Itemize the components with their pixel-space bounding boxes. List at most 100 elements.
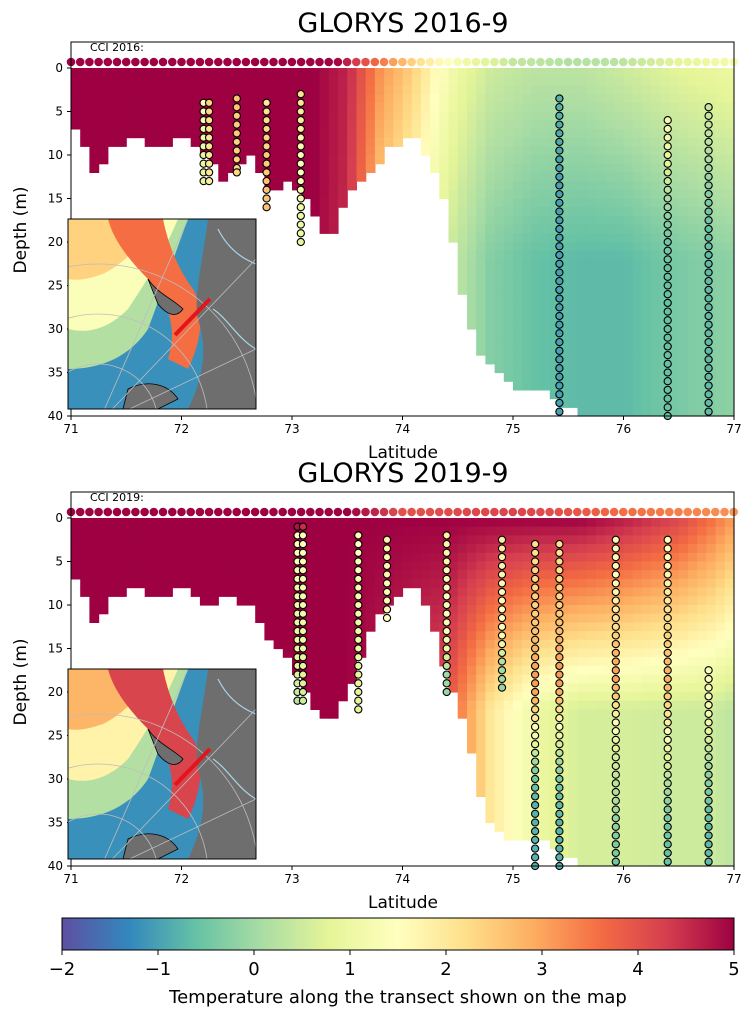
section-cell: [273, 526, 284, 536]
profile-point: [704, 207, 713, 216]
section-cell: [513, 770, 523, 780]
section-cell: [724, 181, 735, 191]
section-cell: [273, 544, 284, 554]
section-cell: [568, 320, 578, 330]
section-cell: [724, 857, 735, 867]
section-cell: [595, 398, 606, 408]
section-cell: [503, 224, 514, 234]
section-cell: [641, 535, 652, 545]
section-cell: [632, 665, 643, 676]
section-cell: [457, 639, 468, 650]
section-cell: [678, 215, 689, 226]
section-cell: [513, 163, 523, 173]
section-cell: [549, 268, 560, 278]
section-cell: [641, 570, 652, 580]
section-cell: [614, 215, 625, 226]
section-cell: [586, 787, 597, 797]
section-cell: [595, 544, 606, 554]
section-cell: [660, 381, 671, 391]
section-cell: [476, 128, 486, 139]
section-cell: [697, 207, 707, 217]
section-cell: [697, 398, 707, 408]
section-cell: [724, 552, 735, 563]
section-cell: [678, 198, 689, 208]
y-tick-label: 30: [48, 772, 63, 786]
section-cell: [614, 146, 625, 156]
section-cell: [457, 233, 468, 243]
section-cell: [494, 215, 505, 226]
section-cell: [595, 224, 606, 234]
section-cell: [697, 570, 707, 580]
section-cell: [623, 622, 634, 632]
profile-point: [555, 329, 564, 338]
profile-point: [555, 539, 564, 549]
section-cell: [467, 700, 477, 710]
section-cell: [605, 822, 615, 832]
section-cell: [402, 526, 413, 536]
profile-point: [530, 609, 540, 618]
section-cell: [292, 111, 302, 121]
section-cell: [319, 181, 330, 191]
section-cell: [117, 111, 127, 121]
section-cell: [402, 85, 413, 95]
section-cell: [724, 848, 735, 858]
section-cell: [467, 648, 477, 658]
section-cell: [549, 389, 560, 400]
section-cell: [651, 68, 661, 78]
section-cell: [328, 674, 339, 684]
section-cell: [467, 302, 477, 313]
profile-point: [262, 176, 271, 186]
section-cell: [577, 718, 588, 728]
section-cell: [623, 787, 634, 797]
section-cell: [503, 242, 514, 252]
section-cell: [393, 552, 404, 563]
section-cell: [338, 120, 348, 130]
profile-point: [262, 142, 271, 151]
section-cell: [688, 648, 698, 658]
section-cell: [503, 779, 514, 789]
section-cell: [172, 578, 183, 589]
section-cell: [605, 372, 615, 382]
section-cell: [623, 207, 634, 217]
section-cell: [669, 329, 680, 339]
section-cell: [236, 587, 247, 597]
section-cell: [430, 163, 440, 173]
section-cell: [503, 561, 514, 571]
section-cell: [420, 137, 431, 147]
section-cell: [338, 94, 348, 104]
section-cell: [439, 76, 450, 86]
section-cell: [586, 146, 597, 156]
section-cell: [522, 787, 532, 797]
section-cell: [540, 674, 551, 684]
section-cell: [651, 268, 661, 278]
section-cell: [669, 787, 680, 797]
section-cell: [651, 726, 661, 737]
profile-point: [704, 242, 713, 251]
section-cell: [80, 570, 90, 580]
section-cell: [651, 294, 661, 304]
section-cell: [457, 674, 468, 684]
section-cell: [641, 102, 652, 113]
section-cell: [467, 518, 477, 528]
section-cell: [577, 155, 588, 165]
section-cell: [678, 735, 689, 745]
profile-point: [704, 700, 713, 710]
profile-point: [663, 544, 672, 553]
section-cell: [218, 552, 229, 563]
section-cell: [485, 526, 496, 536]
profile-point: [555, 740, 564, 749]
cci-sst-point: [250, 507, 260, 517]
section-cell: [559, 102, 569, 113]
section-cell: [393, 137, 404, 147]
section-cell: [651, 137, 661, 147]
profile-point: [262, 159, 271, 168]
section-cell: [623, 128, 634, 139]
section-cell: [586, 718, 597, 728]
section-cell: [531, 76, 542, 86]
section-cell: [476, 561, 486, 571]
section-cell: [411, 570, 422, 580]
section-cell: [595, 259, 606, 269]
section-cell: [632, 346, 643, 356]
profile-point: [555, 635, 564, 644]
profile-point: [663, 359, 672, 368]
